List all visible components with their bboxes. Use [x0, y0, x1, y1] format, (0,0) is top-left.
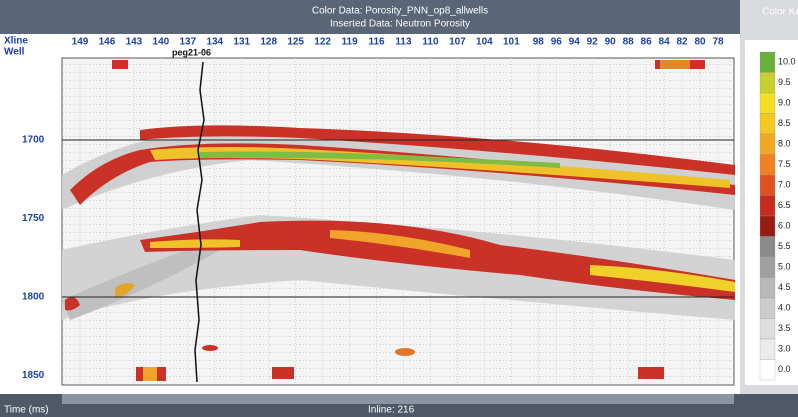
colorbar-label: 7.5 — [778, 159, 791, 169]
well-label: Well — [4, 47, 25, 58]
time-tick-label: 1700 — [22, 135, 45, 146]
header-bar — [0, 0, 740, 34]
colorbar-swatch — [759, 154, 776, 176]
colorbar-label: 0.0 — [778, 364, 791, 374]
colorbar-swatch — [759, 359, 776, 381]
xline-tick-label: 113 — [395, 37, 412, 48]
header-line2: Inserted Data: Neutron Porosity — [330, 19, 470, 30]
colorbar-swatch — [759, 195, 776, 217]
colorbar-label: 5.0 — [778, 262, 791, 272]
colorbar-label: 3.5 — [778, 323, 791, 333]
colorbar-swatch — [759, 51, 776, 73]
xline-tick-label: 140 — [153, 37, 170, 48]
header-line1: Color Data: Porosity_PNN_op8_allwells — [312, 6, 488, 17]
colorbar-label: 6.0 — [778, 221, 791, 231]
xline-tick-label: 125 — [287, 37, 304, 48]
colorbar-swatch — [759, 297, 776, 319]
colorbar-swatch — [759, 277, 776, 299]
colorbar-label: 6.5 — [778, 200, 791, 210]
colorbar-label: 5.5 — [778, 241, 791, 251]
xline-tick-label: 131 — [233, 37, 250, 48]
colorbar-swatch — [759, 215, 776, 237]
grid — [62, 58, 734, 385]
xline-tick-label: 84 — [659, 37, 671, 48]
xline-tick-label: 128 — [260, 37, 277, 48]
footer-center: Inline: 216 — [368, 405, 415, 416]
xline-tick-label: 137 — [179, 37, 196, 48]
xline-tick-label: 134 — [206, 37, 223, 48]
xline-tick-label: 107 — [449, 37, 466, 48]
xline-tick-label: 78 — [712, 37, 724, 48]
colorbar-label: 10.0 — [778, 57, 796, 67]
colorbar-swatch — [759, 113, 776, 135]
time-tick-label: 1800 — [22, 292, 45, 303]
porosity-image — [62, 60, 735, 381]
colorbar-label: 7.0 — [778, 180, 791, 190]
xline-tick-label: 88 — [623, 37, 635, 48]
time-tick-label: 1750 — [22, 213, 45, 224]
colorbar-label: 8.5 — [778, 118, 791, 128]
colorbar-label: 9.5 — [778, 77, 791, 87]
xline-tick-label: 104 — [476, 37, 493, 48]
xline-tick-label: 101 — [503, 37, 520, 48]
colorbar-swatch — [759, 338, 776, 360]
xline-tick-label: 122 — [314, 37, 331, 48]
colorbar-swatch — [759, 256, 776, 278]
colorbar-swatch — [759, 133, 776, 155]
xline-tick-label: 149 — [72, 37, 89, 48]
colorbar-swatch — [759, 72, 776, 94]
footer-left: Time (ms) — [4, 405, 49, 416]
colorbar-label: 9.0 — [778, 98, 791, 108]
well-trace — [194, 61, 205, 383]
xline-label: Xline — [4, 36, 28, 47]
colorkey-title: Color Ke — [762, 7, 798, 18]
colorbar-swatch — [759, 174, 776, 196]
scrollbar[interactable] — [62, 394, 734, 404]
colorbar: 10.0 9.5 9.0 8.5 8.0 7.5 7.0 6.5 6.0 5.5 5.0 4.5 4.0… — [759, 51, 796, 381]
xline-tick-label: 98 — [533, 37, 545, 48]
xline-tick-label: 119 — [342, 37, 359, 48]
vertical-grid — [79, 58, 719, 385]
colorbar-label: 8.0 — [778, 139, 791, 149]
xline-tick-label: 96 — [551, 37, 563, 48]
xline-tick-label: 94 — [569, 37, 581, 48]
time-tick-label: 1850 — [22, 370, 45, 381]
colorbar-label: 4.0 — [778, 303, 791, 313]
xline-tick-label: 146 — [99, 37, 116, 48]
xline-tick-label: 90 — [605, 37, 617, 48]
colorbar-swatch — [759, 92, 776, 114]
colorbar-swatch — [759, 318, 776, 340]
xline-tick-label: 116 — [368, 37, 385, 48]
well-name: peg21-06 — [172, 47, 211, 57]
xline-tick-label: 143 — [126, 37, 143, 48]
xline-tick-label: 86 — [641, 37, 653, 48]
xline-tick-label: 80 — [694, 37, 706, 48]
colorbar-label: 4.5 — [778, 282, 791, 292]
colorbar-swatch — [759, 236, 776, 258]
colorbar-label: 3.0 — [778, 344, 791, 354]
xline-tick-label: 110 — [422, 37, 439, 48]
xline-tick-label: 92 — [587, 37, 599, 48]
xline-tick-label: 82 — [676, 37, 688, 48]
